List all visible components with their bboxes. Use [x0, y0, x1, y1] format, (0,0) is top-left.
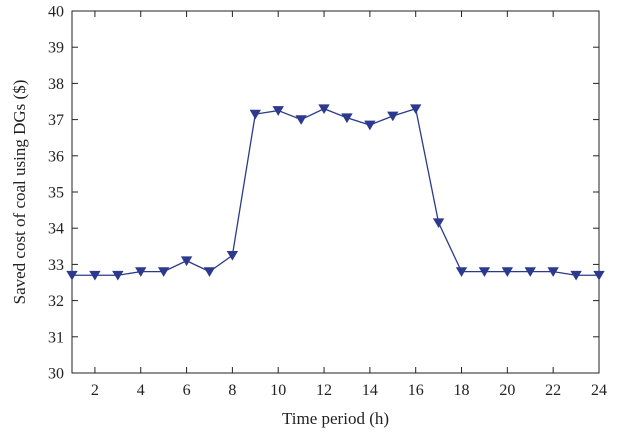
data-point [318, 104, 330, 115]
y-tick-label: 39 [48, 40, 64, 57]
x-tick-label: 18 [454, 382, 470, 399]
data-point [593, 270, 605, 281]
x-tick-label: 14 [362, 382, 378, 399]
data-point [157, 267, 170, 277]
data-point [432, 218, 445, 229]
data-point [341, 113, 353, 124]
y-tick-label: 35 [48, 185, 64, 202]
data-point [455, 267, 468, 277]
data-point [570, 270, 582, 281]
data-point [89, 270, 101, 281]
data-point [226, 250, 239, 261]
x-tick-label: 24 [591, 382, 607, 399]
x-axis-label: Time period (h) [282, 409, 389, 428]
x-tick-label: 16 [408, 382, 424, 399]
data-point [410, 104, 422, 115]
data-point [295, 115, 307, 125]
y-tick-label: 36 [48, 148, 64, 165]
data-point [524, 267, 536, 277]
series-layer [66, 104, 605, 281]
y-tick-label: 40 [48, 4, 64, 21]
x-tick-label: 2 [91, 382, 99, 399]
data-point [364, 120, 376, 131]
ticks-layer: 2 4 6 8 10 12 14 16 18 20 22 2430313233343536373839… [48, 4, 607, 400]
data-point [272, 106, 284, 116]
y-tick-label: 34 [48, 221, 64, 238]
y-axis-label: Saved cost of coal using DGs ($) [10, 80, 29, 305]
data-point [135, 267, 147, 277]
data-point [387, 111, 399, 122]
y-tick-label: 30 [48, 366, 64, 383]
x-tick-label: 10 [270, 382, 286, 399]
x-tick-label: 22 [545, 382, 561, 399]
data-point [478, 267, 491, 277]
plot-frame [71, 10, 600, 374]
data-point [249, 109, 261, 120]
y-tick-label: 37 [48, 112, 64, 129]
y-tick-label: 32 [48, 293, 64, 310]
x-tick-label: 6 [183, 382, 191, 399]
y-tick-label: 33 [48, 257, 64, 274]
y-tick-label: 38 [48, 76, 64, 93]
x-tick-label: 4 [137, 382, 145, 399]
y-tick-label: 31 [48, 329, 64, 346]
data-point [203, 267, 216, 277]
data-point [180, 256, 193, 267]
x-tick-label: 12 [316, 382, 332, 399]
x-tick-label: 8 [228, 382, 236, 399]
data-point [112, 270, 124, 281]
data-point [66, 270, 78, 281]
data-point [501, 267, 514, 277]
data-point [547, 267, 559, 277]
series-line [72, 107, 599, 276]
x-tick-label: 20 [499, 382, 515, 399]
